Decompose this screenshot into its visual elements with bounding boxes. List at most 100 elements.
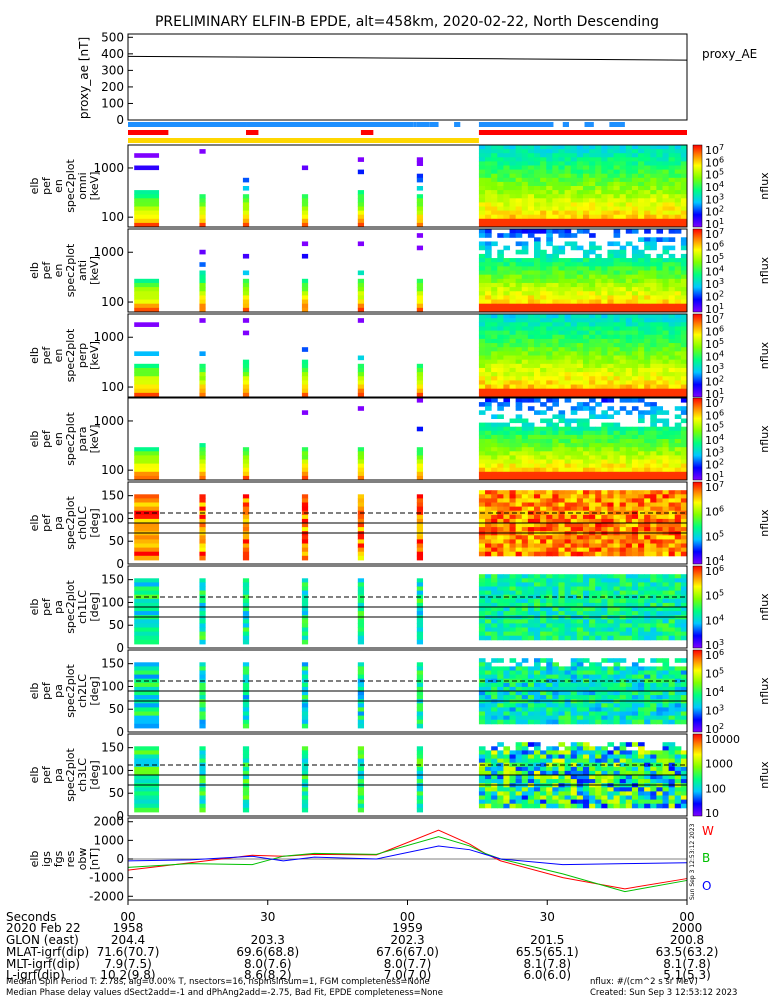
data-cell bbox=[546, 161, 553, 166]
data-cell bbox=[521, 359, 529, 365]
data-cell bbox=[527, 173, 535, 179]
data-cell bbox=[650, 307, 657, 313]
data-cell bbox=[540, 635, 547, 641]
data-cell bbox=[570, 347, 578, 352]
data-cell bbox=[576, 426, 584, 432]
data-cell bbox=[527, 359, 535, 365]
data-cell bbox=[242, 198, 250, 203]
data-cell bbox=[527, 287, 535, 292]
data-cell bbox=[662, 539, 670, 544]
data-cell bbox=[478, 318, 486, 323]
data-cell bbox=[650, 262, 657, 267]
data-cell bbox=[540, 282, 547, 288]
data-cell bbox=[503, 299, 511, 305]
data-cell bbox=[607, 475, 615, 481]
data-cell bbox=[668, 674, 676, 680]
data-cell bbox=[357, 539, 365, 544]
data-cell bbox=[680, 518, 688, 524]
data-cell bbox=[497, 795, 504, 801]
data-cell bbox=[558, 463, 566, 469]
data-cell bbox=[576, 635, 584, 641]
data-cell bbox=[631, 666, 639, 671]
data-cell bbox=[515, 274, 523, 280]
data-cell bbox=[491, 266, 498, 271]
data-cell bbox=[134, 291, 160, 296]
data-cell bbox=[357, 555, 365, 561]
data-cell bbox=[552, 447, 559, 452]
data-cell bbox=[503, 270, 511, 276]
data-cell bbox=[242, 691, 250, 696]
data-cell bbox=[497, 586, 504, 592]
data-cell bbox=[357, 194, 365, 199]
data-cell bbox=[631, 262, 639, 267]
data-cell bbox=[521, 443, 529, 448]
data-cell bbox=[650, 719, 657, 725]
data-cell bbox=[674, 539, 682, 544]
data-cell bbox=[416, 392, 424, 398]
data-cell bbox=[527, 322, 535, 327]
data-cell bbox=[619, 498, 627, 503]
data-cell bbox=[656, 190, 664, 195]
data-cell bbox=[134, 547, 160, 553]
data-cell bbox=[668, 266, 676, 271]
data-cell bbox=[668, 547, 676, 553]
data-cell bbox=[625, 430, 633, 436]
data-cell bbox=[613, 514, 621, 520]
data-cell bbox=[134, 451, 160, 456]
data-cell bbox=[607, 467, 615, 473]
data-cell bbox=[301, 707, 309, 712]
data-cell bbox=[527, 295, 535, 301]
data-cell bbox=[527, 711, 535, 717]
data-cell bbox=[357, 514, 365, 520]
data-cell bbox=[503, 214, 511, 220]
data-cell bbox=[619, 627, 627, 633]
data-cell bbox=[242, 611, 250, 616]
data-cell bbox=[656, 502, 664, 508]
data-cell bbox=[242, 695, 250, 700]
data-cell bbox=[601, 719, 608, 725]
data-cell bbox=[242, 770, 250, 776]
data-cell bbox=[478, 658, 486, 663]
data-cell bbox=[416, 670, 424, 676]
data-cell bbox=[668, 598, 676, 604]
data-cell bbox=[601, 539, 608, 544]
data-cell bbox=[680, 447, 688, 452]
data-cell bbox=[576, 322, 584, 327]
data-cell bbox=[521, 527, 529, 532]
data-cell bbox=[638, 467, 645, 473]
data-cell bbox=[638, 518, 645, 524]
data-cell bbox=[625, 322, 633, 327]
data-cell bbox=[491, 506, 498, 512]
data-cell bbox=[638, 686, 645, 692]
data-cell bbox=[485, 695, 492, 700]
data-cell bbox=[478, 322, 486, 327]
data-cell bbox=[301, 367, 309, 373]
data-cell bbox=[601, 322, 608, 327]
data-cell bbox=[656, 237, 664, 242]
data-cell bbox=[638, 455, 645, 460]
data-cell bbox=[656, 707, 664, 712]
data-cell bbox=[301, 210, 309, 216]
data-cell bbox=[527, 439, 535, 444]
data-cell bbox=[527, 161, 535, 166]
data-cell bbox=[619, 258, 627, 263]
data-cell bbox=[619, 270, 627, 276]
data-cell bbox=[601, 161, 608, 166]
data-cell bbox=[301, 359, 309, 365]
data-cell bbox=[607, 666, 615, 671]
data-cell bbox=[595, 430, 602, 436]
data-cell bbox=[301, 494, 309, 499]
data-cell bbox=[497, 202, 504, 207]
data-cell bbox=[199, 551, 206, 557]
data-cell bbox=[521, 241, 529, 247]
data-cell bbox=[650, 418, 657, 424]
data-cell bbox=[491, 398, 498, 403]
data-cell bbox=[589, 222, 596, 228]
data-cell bbox=[546, 392, 553, 398]
data-cell bbox=[478, 410, 486, 415]
data-cell bbox=[631, 494, 639, 499]
data-cell bbox=[357, 791, 365, 796]
data-cell bbox=[674, 631, 682, 637]
data-cell bbox=[521, 779, 529, 784]
data-cell bbox=[607, 535, 615, 540]
